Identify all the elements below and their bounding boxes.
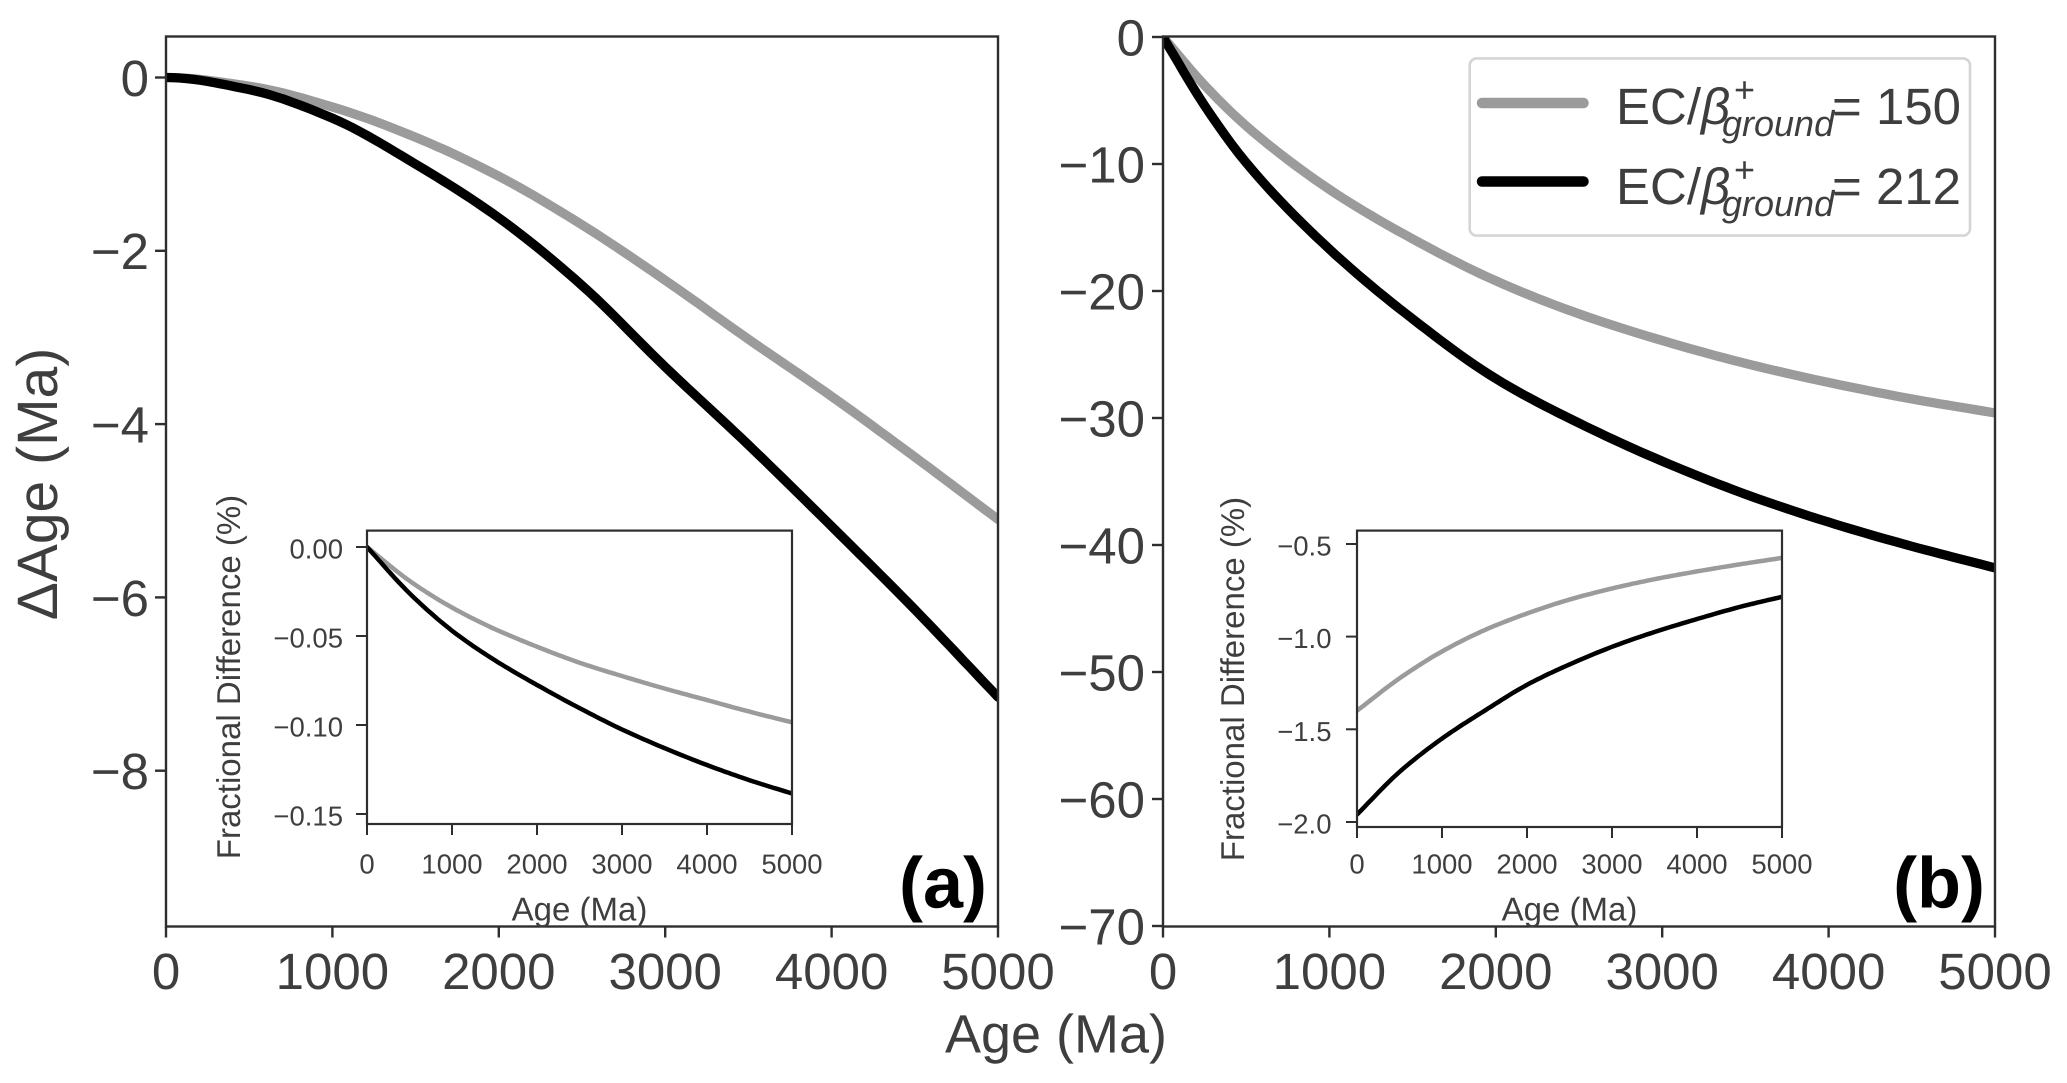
svg-text:3000: 3000: [591, 849, 652, 880]
svg-text:−50: −50: [1058, 644, 1145, 701]
svg-text:+: +: [1734, 149, 1755, 190]
svg-text:(b): (b): [1893, 844, 1985, 924]
svg-text:−0.05: −0.05: [273, 623, 343, 654]
svg-text:Fractional Difference (%): Fractional Difference (%): [1214, 497, 1251, 861]
svg-text:0: 0: [1117, 9, 1145, 66]
svg-text:3000: 3000: [608, 943, 721, 1000]
svg-text:1000: 1000: [1411, 849, 1472, 880]
svg-text:4000: 4000: [1772, 943, 1885, 1000]
svg-text:5000: 5000: [1751, 849, 1812, 880]
svg-text:= 212: = 212: [1832, 158, 1961, 215]
svg-text:4000: 4000: [775, 943, 888, 1000]
svg-text:0: 0: [152, 943, 180, 1000]
svg-text:−40: −40: [1058, 517, 1145, 574]
svg-text:−10: −10: [1058, 136, 1145, 193]
svg-text:−0.10: −0.10: [273, 712, 343, 743]
svg-text:Age (Ma): Age (Ma): [945, 1004, 1167, 1064]
svg-text:1000: 1000: [1273, 943, 1386, 1000]
svg-text:2000: 2000: [442, 943, 555, 1000]
svg-text:5000: 5000: [761, 849, 822, 880]
svg-text:Age (Ma): Age (Ma): [1502, 890, 1638, 927]
svg-text:−4: −4: [91, 397, 149, 454]
svg-text:−20: −20: [1058, 263, 1145, 320]
svg-text:= 150: = 150: [1832, 78, 1961, 135]
svg-text:0: 0: [359, 849, 374, 880]
svg-text:2000: 2000: [1496, 849, 1557, 880]
svg-text:−60: −60: [1058, 771, 1145, 828]
svg-text:2000: 2000: [506, 849, 567, 880]
svg-text:ground: ground: [1722, 103, 1835, 144]
svg-text:ground: ground: [1722, 183, 1835, 224]
svg-text:EC/β: EC/β: [1616, 78, 1730, 135]
svg-text:ΔAge (Ma): ΔAge (Ma): [6, 348, 70, 620]
svg-text:5000: 5000: [1938, 943, 2051, 1000]
svg-text:−2: −2: [91, 223, 149, 280]
svg-text:−1.0: −1.0: [1277, 623, 1331, 654]
svg-text:−1.5: −1.5: [1277, 716, 1331, 747]
svg-text:−0.5: −0.5: [1277, 531, 1331, 562]
svg-text:−2.0: −2.0: [1277, 809, 1331, 840]
svg-text:Age (Ma): Age (Ma): [512, 890, 648, 927]
svg-text:0: 0: [121, 50, 149, 107]
svg-text:−70: −70: [1058, 898, 1145, 955]
svg-text:0.00: 0.00: [289, 534, 343, 565]
svg-text:+: +: [1734, 69, 1755, 110]
svg-text:−0.15: −0.15: [273, 801, 343, 832]
svg-text:2000: 2000: [1439, 943, 1552, 1000]
svg-text:3000: 3000: [1605, 943, 1718, 1000]
svg-text:EC/β: EC/β: [1616, 158, 1730, 215]
svg-text:4000: 4000: [1666, 849, 1727, 880]
svg-text:−30: −30: [1058, 390, 1145, 447]
svg-text:Fractional Difference (%): Fractional Difference (%): [210, 495, 247, 859]
svg-text:1000: 1000: [421, 849, 482, 880]
svg-text:5000: 5000: [941, 943, 1054, 1000]
svg-text:0: 0: [1349, 849, 1364, 880]
svg-text:3000: 3000: [1581, 849, 1642, 880]
svg-text:−6: −6: [91, 570, 149, 627]
svg-text:4000: 4000: [676, 849, 737, 880]
svg-text:1000: 1000: [276, 943, 389, 1000]
svg-text:0: 0: [1149, 943, 1177, 1000]
svg-text:−8: −8: [91, 743, 149, 800]
svg-text:(a): (a): [899, 844, 987, 924]
